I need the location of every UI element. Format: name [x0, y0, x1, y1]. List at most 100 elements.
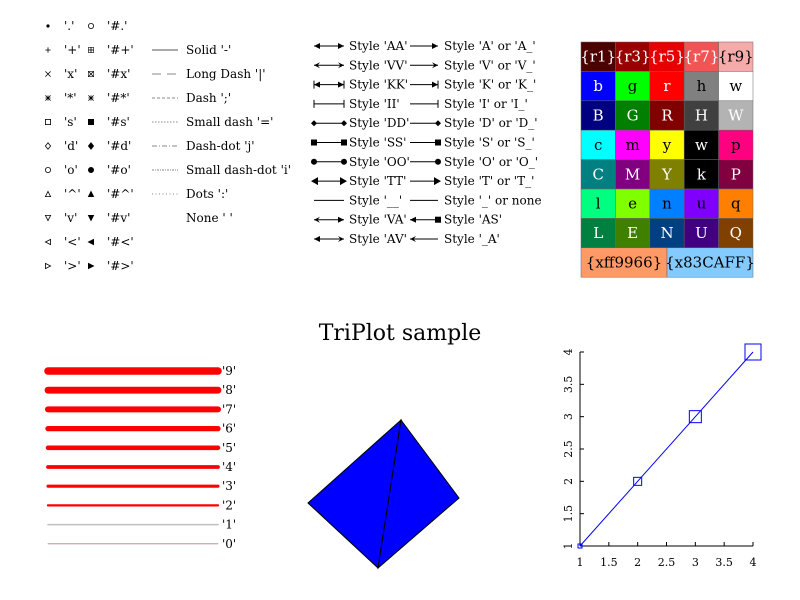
color-top-2-label: {r5} [649, 48, 685, 66]
marker-x-filled-symbol-box [88, 71, 94, 77]
color-top-4-swatch [718, 41, 754, 72]
color-top-2-swatch [649, 41, 685, 72]
color-4-2-swatch [649, 188, 685, 219]
dash-none-label: None ' ' [186, 211, 233, 225]
arrow-left-end-5 [341, 139, 347, 146]
marker-plus-hash-label: '#+' [107, 43, 134, 57]
color-1-4-swatch [718, 100, 754, 131]
arrow-right-label-9: Style 'AS' [444, 213, 502, 227]
marker-x-hash-label: '#x' [107, 67, 130, 81]
marker-circle-hash-label: '#o' [107, 163, 131, 177]
color-4-4-label: q [731, 195, 741, 213]
arrow-left-label-7: Style 'TT' [349, 174, 406, 188]
color-top-1-label: {r3} [615, 48, 651, 66]
width-label-7: '2' [222, 498, 236, 512]
color-5-0-swatch [580, 218, 616, 249]
color-0-2-label: r [663, 77, 671, 95]
arrow-left-end-6 [341, 158, 347, 165]
marker-triangle-down-symbol [44, 214, 52, 222]
color-top-0-label: {r1} [580, 48, 616, 66]
arrow-right-label-2: Style 'K' or 'K_' [444, 78, 536, 92]
marker-square-hash-label: '#s' [107, 115, 130, 129]
color-2-3-label: w [695, 136, 708, 154]
x-tick-label-0: 1 [577, 556, 584, 569]
color-0-3-label: h [697, 77, 707, 95]
color-1-0-label: B [593, 107, 604, 125]
y-tick-label-6: 4 [562, 349, 575, 356]
color-5-3-label: U [695, 224, 708, 242]
arrow-right-start-9 [410, 216, 416, 223]
arrow-right-label-4: Style 'D' or 'D_' [444, 116, 538, 130]
arrow-left-label-8: Style '__' [349, 193, 402, 207]
width-label-5: '4' [222, 460, 236, 474]
marker-triangle-up-label: '^' [64, 187, 81, 201]
arrow-left-end-0 [338, 43, 344, 49]
color-2-3-swatch [683, 129, 719, 160]
series-0-point-0 [577, 543, 583, 549]
width-label-4: '5' [222, 441, 236, 455]
series-0-point-2 [688, 410, 702, 424]
arrow-left-start-10 [314, 236, 320, 242]
marker-triangle-right-label: '>' [64, 259, 81, 273]
arrow-right-end-2 [432, 81, 438, 88]
dash-dashdot-label: Dash-dot 'j' [186, 139, 255, 153]
arrow-left-label-9: Style 'VA' [349, 213, 407, 227]
color-4-0-label: l [596, 195, 601, 213]
color-3-1-swatch [615, 159, 651, 190]
color-2-4-label: p [731, 136, 741, 154]
marker-star-symbol [45, 95, 51, 101]
x-tick-label-1: 1.5 [600, 556, 618, 569]
marker-x-filled-symbol [88, 71, 94, 77]
marker-star-label: '*' [64, 91, 77, 105]
color-2-0-label: c [594, 136, 602, 154]
color-top-1-swatch [615, 41, 651, 72]
color-4-2-label: n [662, 195, 672, 213]
marker-triangle-down-label: 'v' [64, 211, 77, 225]
arrow-left-label-3: Style 'II' [349, 97, 400, 111]
arrow-left-start-1 [314, 62, 320, 69]
arrow-left-start-4 [311, 120, 317, 127]
y-tick-label-2: 2 [562, 478, 575, 485]
width-label-2: '7' [222, 402, 236, 416]
arrow-right-end-4 [435, 120, 441, 127]
color-5-2-label: N [660, 224, 673, 242]
color-top-3-label: {r7} [683, 48, 719, 66]
marker-point-symbol [46, 24, 50, 28]
series-0-point-3 [744, 343, 762, 361]
color-3-4-swatch [718, 159, 754, 190]
marker-diamond-label: 'd' [64, 139, 78, 153]
arrow-right-end-7 [434, 177, 441, 186]
marker-triangle-up-hash-label: '#^' [107, 187, 134, 201]
marker-triangle-left-filled-symbol [87, 238, 94, 246]
color-3-0-label: C [592, 165, 603, 183]
width-label-8: '1' [222, 518, 236, 532]
color-5-4-label: Q [730, 224, 742, 242]
marker-plus-symbol [45, 47, 51, 53]
color-1-2-label: R [661, 107, 673, 125]
dash-dots-label: Dots ':' [186, 187, 228, 201]
color-0-0-label: b [593, 77, 603, 95]
triangles-panel [307, 418, 460, 570]
arrow-right-end-6 [435, 158, 441, 165]
x-tick-label-6: 4 [750, 556, 757, 569]
arrow-left-start-7 [311, 177, 318, 186]
y-tick-label-3: 2.5 [562, 440, 575, 458]
color-bottom-0-label: {xff9966} [586, 254, 662, 272]
arrow-left-end-10 [338, 236, 344, 242]
marker-triangle-left-hash-label: '#<' [107, 235, 134, 249]
marker-square-filled-symbol [88, 119, 95, 126]
marker-point-label: '.' [64, 19, 74, 33]
color-3-3-label: k [697, 165, 707, 183]
color-0-1-label: g [628, 77, 638, 95]
marker-circle-filled-symbol [88, 166, 95, 173]
x-tick-label-4: 3 [692, 556, 699, 569]
color-top-3-swatch [683, 41, 719, 72]
marker-point-hash-label: '#.' [107, 19, 127, 33]
marker-point-filled-symbol [88, 22, 95, 29]
y-tick-label-5: 3.5 [562, 376, 575, 394]
color-5-3-swatch [683, 218, 719, 249]
color-4-3-label: u [697, 195, 707, 213]
series-0-line [579, 351, 754, 547]
color-4-1-label: e [628, 195, 637, 213]
color-4-0-swatch [580, 188, 616, 219]
